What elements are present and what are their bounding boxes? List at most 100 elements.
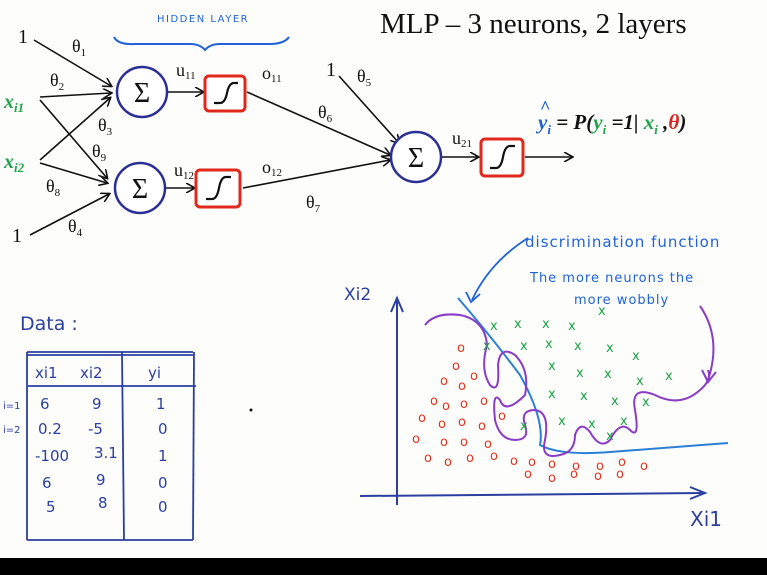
bias-label: 1	[12, 225, 22, 247]
edge-act12-out	[242, 160, 390, 189]
table-cell: 0	[158, 498, 168, 516]
weight-theta7: θ7	[306, 192, 321, 215]
positive-point: x	[520, 339, 528, 354]
positive-point: x	[580, 389, 588, 404]
edge-xi2-n12	[39, 162, 107, 183]
page-title: MLP – 3 neurons, 2 layers	[380, 8, 687, 40]
input-xi2: xi2	[3, 151, 25, 175]
positive-point: x	[542, 317, 550, 332]
plot-axes	[359, 295, 708, 505]
sigmoid-icon	[194, 168, 242, 209]
table-cell: 1	[158, 447, 168, 465]
discrimination-annotation: discrimination function	[525, 233, 720, 251]
positive-point: x	[598, 304, 606, 319]
negative-point: o	[528, 455, 536, 470]
edge-xi2-n11	[39, 98, 110, 161]
annotation-arrow-wobbly	[699, 305, 715, 381]
negative-point: o	[498, 409, 506, 424]
negative-point: o	[484, 437, 492, 452]
positive-point: x	[606, 429, 614, 444]
table-cell: 0	[158, 420, 168, 438]
negative-point: o	[444, 455, 452, 470]
sum-symbol: Σ	[134, 78, 150, 109]
negative-point: o	[524, 467, 532, 482]
positive-point: x	[545, 337, 553, 352]
negative-point: o	[510, 454, 518, 469]
data-table-grid	[26, 351, 196, 541]
negative-point: o	[412, 432, 420, 447]
sigmoid-icon	[479, 137, 525, 178]
negative-point: o	[480, 394, 488, 409]
bias-label: 1	[326, 59, 336, 81]
table-cell: 1	[156, 395, 166, 413]
negative-point: o	[440, 374, 448, 389]
positive-point: x	[574, 339, 582, 354]
negative-point: o	[596, 459, 604, 474]
edge-xi1-n11	[39, 93, 111, 97]
negative-point: o	[460, 397, 468, 412]
positive-point: x	[604, 367, 612, 382]
weight-theta5: θ5	[357, 66, 372, 89]
positive-point: x	[642, 395, 650, 410]
weight-theta8: θ8	[46, 176, 61, 199]
positive-point: x	[558, 414, 566, 429]
negative-point: o	[458, 379, 466, 394]
signal-u12: u12	[174, 160, 194, 182]
signal-u11: u11	[176, 60, 196, 82]
edge-xi1-n12	[39, 99, 107, 178]
bias-label: 1	[18, 26, 28, 48]
sum-symbol: Σ	[408, 143, 424, 174]
negative-point: o	[490, 449, 498, 464]
negative-point: o	[616, 467, 624, 482]
weight-theta2: θ2	[50, 70, 64, 93]
video-letterbox	[0, 558, 767, 575]
negative-point: o	[618, 455, 626, 470]
weight-theta6: θ6	[318, 102, 333, 125]
edge-bias5-out	[338, 75, 399, 143]
table-cell: 9	[92, 395, 102, 413]
neuron-12: Σ	[113, 161, 167, 215]
negative-point: o	[430, 394, 438, 409]
hidden-layer-label: HIDDEN LAYER	[157, 14, 249, 25]
table-cell: 0.2	[38, 420, 62, 438]
hidden-layer-brace	[113, 36, 290, 52]
input-xi1: xi1	[3, 91, 24, 115]
wobbly-annotation-line2: more wobbly	[574, 293, 669, 308]
table-cell: 0	[158, 474, 168, 492]
neuron-11: Σ	[115, 65, 169, 119]
negative-point: o	[458, 415, 466, 430]
negative-point: o	[424, 451, 432, 466]
signal-o12: o12	[262, 157, 282, 179]
weight-theta9: θ9	[92, 141, 107, 164]
positive-point: x	[520, 419, 528, 434]
table-header: xi2	[80, 364, 103, 382]
negative-point: o	[460, 435, 468, 450]
neuron-21: Σ	[389, 130, 443, 184]
positive-point: x	[665, 369, 673, 384]
weight-theta4: θ4	[68, 216, 83, 239]
positive-point: x	[490, 319, 498, 334]
table-header: yi	[148, 364, 161, 382]
y-axis-label: Xi2	[344, 285, 371, 305]
discrimination-curve	[457, 297, 729, 455]
sum-symbol: Σ	[132, 174, 148, 205]
positive-point: x	[636, 374, 644, 389]
negative-point: o	[548, 471, 556, 486]
negative-point: o	[442, 399, 450, 414]
positive-point: x	[620, 414, 628, 429]
table-header: xi1	[35, 364, 58, 382]
negative-point: o	[572, 459, 580, 474]
positive-point: x	[588, 417, 596, 432]
positive-point: x	[632, 349, 640, 364]
weight-theta1: θ1	[72, 36, 86, 59]
signal-u21: u21	[452, 128, 472, 150]
edge-act11-out	[246, 91, 390, 155]
negative-point: o	[418, 411, 426, 426]
edge-bias4-n12	[29, 194, 109, 236]
positive-point: x	[576, 366, 584, 381]
sigmoid-icon	[203, 74, 247, 113]
positive-point: x	[568, 319, 576, 334]
negative-point: o	[478, 419, 486, 434]
weight-theta3: θ3	[98, 115, 113, 138]
table-cell: 5	[46, 498, 56, 516]
